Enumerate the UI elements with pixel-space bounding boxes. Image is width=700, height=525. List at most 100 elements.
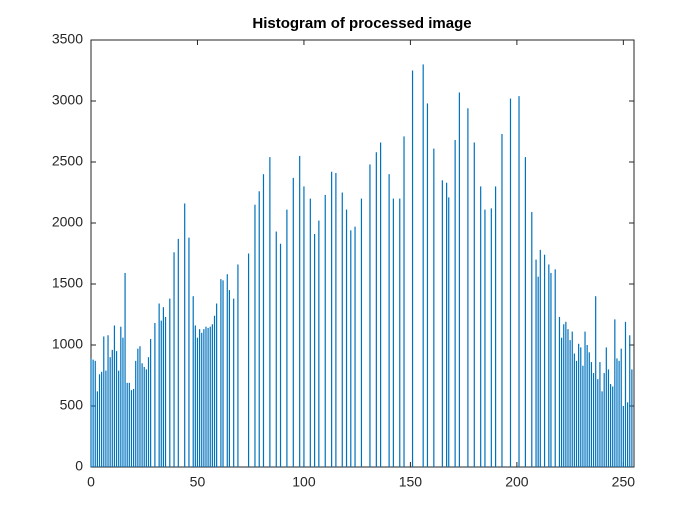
bar	[575, 360, 578, 467]
bar	[211, 324, 213, 467]
bar	[403, 136, 405, 467]
bar	[380, 142, 382, 468]
bar	[518, 96, 520, 468]
bar	[233, 298, 235, 467]
bar	[216, 303, 218, 467]
bar	[150, 338, 152, 467]
bar	[467, 108, 469, 467]
bar	[115, 351, 118, 467]
y-tick-label: 3000	[52, 92, 83, 108]
bar	[90, 358, 92, 467]
bar	[105, 370, 107, 467]
bar	[616, 358, 618, 467]
bar	[607, 369, 610, 467]
bar	[563, 324, 565, 467]
bar	[324, 194, 326, 467]
bar	[135, 360, 137, 467]
bar	[141, 363, 143, 467]
bar	[582, 365, 584, 467]
bar	[554, 269, 556, 467]
bar	[203, 329, 205, 467]
bar	[548, 264, 550, 467]
bar	[360, 198, 363, 467]
bar	[631, 369, 633, 467]
bar	[590, 362, 593, 467]
bar	[565, 321, 567, 467]
bar	[618, 360, 620, 467]
bar	[411, 70, 414, 467]
bar	[524, 157, 526, 467]
x-tick-label: 100	[292, 474, 316, 490]
bar	[299, 155, 301, 467]
bar	[399, 198, 401, 467]
bar	[309, 198, 311, 467]
bar	[262, 174, 265, 467]
bar	[597, 379, 599, 467]
bar	[369, 164, 371, 467]
y-tick-label: 500	[60, 397, 84, 413]
bar	[207, 327, 209, 467]
bar	[237, 264, 239, 467]
bar	[569, 340, 571, 467]
bar	[101, 371, 103, 467]
bar	[375, 152, 377, 468]
bar	[629, 335, 631, 467]
bar	[539, 249, 541, 467]
y-tick-label: 2500	[52, 153, 83, 169]
bar	[350, 230, 352, 467]
bar	[220, 279, 222, 467]
bar	[122, 337, 124, 467]
bar	[624, 321, 627, 467]
bar	[537, 276, 539, 467]
bar	[286, 209, 288, 467]
bar	[580, 347, 582, 467]
x-tick-label: 200	[505, 474, 529, 490]
bar	[269, 157, 271, 467]
bar	[571, 331, 573, 467]
y-tick-label: 1000	[52, 336, 83, 352]
bar	[184, 203, 186, 468]
bar	[454, 140, 456, 468]
bar	[422, 64, 424, 468]
bar	[341, 192, 343, 467]
bar	[335, 172, 337, 468]
bar	[128, 382, 130, 467]
bar	[158, 303, 160, 467]
x-tick-label: 50	[190, 474, 206, 490]
bar	[561, 337, 563, 467]
bar	[543, 254, 546, 467]
bar	[509, 98, 512, 467]
bar	[205, 326, 207, 467]
bar	[501, 133, 503, 467]
bar	[612, 386, 614, 467]
bar	[595, 296, 597, 467]
bar	[145, 369, 147, 467]
bar	[177, 238, 179, 467]
bar	[130, 390, 133, 467]
bar	[147, 357, 150, 467]
bar	[578, 343, 580, 467]
bar	[573, 353, 575, 467]
bar	[228, 290, 231, 467]
x-tick-label: 150	[399, 474, 423, 490]
bar	[494, 186, 497, 467]
bar	[154, 323, 156, 467]
bar	[622, 406, 624, 467]
bar	[480, 186, 482, 467]
bar	[531, 212, 533, 467]
bar	[96, 391, 98, 467]
bar	[98, 374, 101, 467]
bar	[132, 388, 135, 467]
bar	[354, 226, 356, 467]
bar	[201, 332, 203, 467]
bar	[345, 209, 348, 467]
bar	[490, 208, 492, 468]
bar	[433, 148, 435, 467]
bar	[550, 273, 552, 467]
bar	[169, 298, 171, 467]
bar	[275, 231, 277, 467]
bar	[118, 370, 120, 467]
bar	[279, 243, 282, 467]
bar	[194, 325, 196, 467]
